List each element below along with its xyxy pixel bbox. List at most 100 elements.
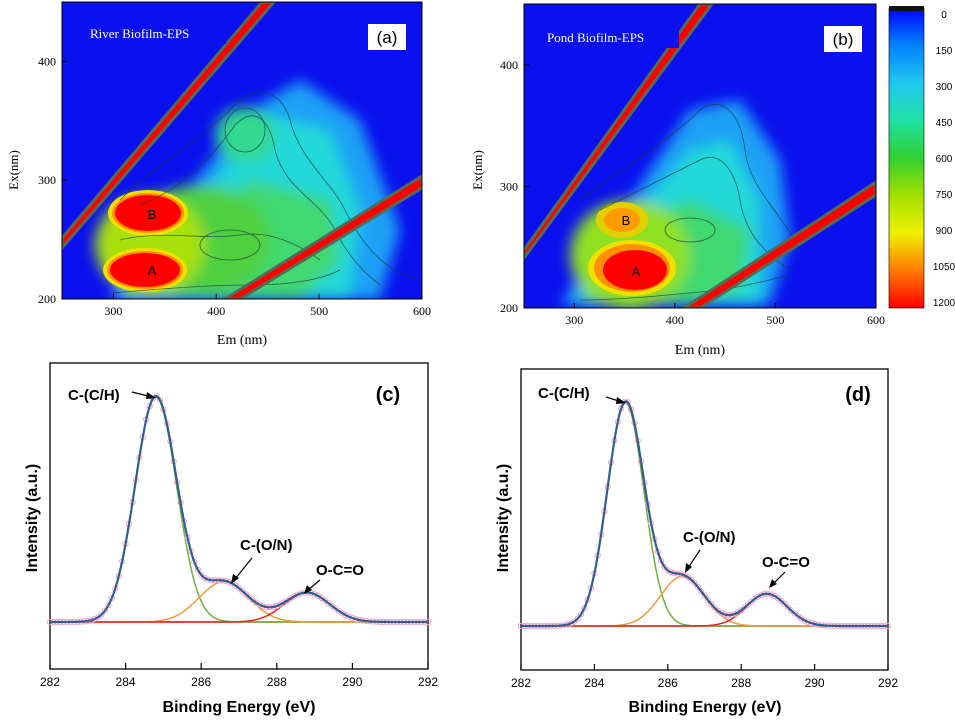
x-tick-label: 600 — [867, 313, 885, 327]
x-tick-label: 288 — [731, 676, 751, 690]
raw-data-point — [778, 597, 785, 605]
panel-b-y-ticks: 200 300 400 — [500, 58, 529, 315]
peak-label-a: A — [632, 264, 641, 279]
raw-data-point — [574, 615, 581, 622]
panel-c-x-ticks: 282 284 286 288 290 292 — [40, 663, 438, 689]
y-tick-label: 400 — [500, 58, 518, 72]
raw-data-point — [242, 591, 249, 598]
panel-c-arrowhead-cch — [146, 392, 156, 399]
x-tick-label: 600 — [413, 304, 431, 318]
colorbar-tick-label: 900 — [936, 226, 953, 237]
panel-a-heatmap — [62, 2, 422, 299]
colorbar-tick-label: 1050 — [933, 262, 955, 273]
colorbar-tick-label: 750 — [936, 190, 953, 201]
raw-data-point — [784, 604, 792, 611]
colorbar-tick-label: 150 — [936, 46, 953, 57]
colorbar-tick-label: 450 — [936, 118, 953, 129]
x-tick-label: 400 — [207, 304, 225, 318]
x-tick-label: 288 — [267, 675, 287, 689]
x-tick-label: 290 — [342, 675, 362, 689]
raw-data-point — [342, 611, 349, 619]
panel-d: 282 284 286 288 290 292 (d) C-(C/H) C-(O/N) O… — [495, 368, 898, 716]
raw-data-point — [754, 593, 762, 600]
panel-c-annotation-oco: O-C=O — [316, 562, 364, 579]
panel-d-arrowhead-oco — [769, 579, 777, 588]
panel-c: 282 284 286 288 290 292 (c) C-(C/H) C-(O/N) O… — [24, 362, 438, 716]
panel-c-ylabel: Intensity (a.u.) — [24, 464, 41, 572]
raw-data-point — [98, 611, 105, 618]
y-tick-label: 300 — [38, 173, 56, 187]
panel-c-arrowhead-con — [231, 574, 239, 584]
colorbar-ticks: 0 150 300 450 600 750 900 1050 1200 — [933, 10, 955, 309]
panel-a-y-ticks: 200 300 400 — [38, 54, 67, 306]
raw-data-point — [708, 601, 715, 608]
raw-data-point — [798, 615, 805, 622]
x-tick-label: 284 — [584, 676, 604, 690]
raw-data-point — [661, 563, 668, 571]
raw-data-point — [290, 593, 298, 600]
panel-c-xlabel: Binding Energy (eV) — [163, 699, 316, 716]
panel-a-title: River Biofilm-EPS — [90, 26, 189, 41]
raw-data-point — [694, 583, 701, 591]
raw-data-point — [781, 600, 788, 608]
panel-b-xlabel: Em (nm) — [675, 343, 725, 358]
panel-a-ylabel: Ex(nm) — [6, 150, 21, 190]
panel-d-xlabel: Binding Energy (eV) — [629, 699, 782, 716]
peak-label-a: A — [148, 263, 157, 278]
colorbar-tick-label: 300 — [936, 82, 953, 93]
panel-d-arrowhead-con — [685, 563, 692, 573]
raw-data-point — [194, 566, 201, 573]
peak-label-b: B — [622, 213, 631, 228]
y-tick-label: 400 — [38, 54, 56, 68]
raw-data-point — [704, 596, 711, 604]
panel-b-label: (b) — [833, 30, 854, 49]
raw-data-point — [280, 599, 287, 606]
panel-c-label: (c) — [376, 384, 400, 406]
x-tick-label: 286 — [191, 675, 211, 689]
panel-d-annotation-oco: O-C=O — [762, 554, 810, 571]
component-peak-line — [521, 575, 888, 627]
raw-data-point — [788, 607, 795, 614]
panel-d-annotation-cch: C-(C/H) — [538, 385, 590, 402]
panel-a-label: (a) — [377, 28, 398, 47]
envelope-fit-line — [50, 394, 428, 624]
y-tick-label: 300 — [500, 179, 518, 193]
panel-d-label: (d) — [845, 384, 871, 406]
colorbar-tick-label: 1200 — [933, 298, 955, 309]
panel-c-curves — [46, 393, 432, 626]
raw-data-point — [198, 571, 205, 578]
panel-a-xlabel: Em (nm) — [217, 333, 267, 348]
raw-data-point — [105, 602, 112, 609]
panel-a-x-ticks: 300 400 500 600 — [104, 294, 431, 318]
x-tick-label: 500 — [766, 313, 784, 327]
panel-d-arrow-con — [687, 549, 701, 569]
raw-data-point — [578, 611, 585, 618]
x-tick-label: 282 — [40, 675, 60, 689]
panel-b-x-ticks: 300 400 500 600 — [565, 303, 885, 327]
raw-data-point — [718, 609, 725, 617]
panel-b-ylabel: Ex(nm) — [470, 150, 485, 190]
y-tick-label: 200 — [500, 301, 518, 315]
raw-data-point — [201, 574, 208, 582]
x-tick-label: 292 — [878, 676, 898, 690]
panel-d-arrowhead-cch — [616, 397, 626, 404]
raw-data-point — [698, 588, 705, 595]
raw-data-point — [664, 567, 671, 574]
x-tick-label: 500 — [310, 304, 328, 318]
raw-data-point — [688, 576, 695, 583]
x-tick-label: 290 — [805, 676, 825, 690]
raw-data-point — [101, 607, 109, 614]
raw-data-point — [701, 592, 708, 599]
envelope-fit-line — [521, 399, 888, 628]
panel-d-annotation-con: C-(O/N) — [683, 529, 736, 546]
y-tick-label: 200 — [38, 292, 56, 306]
panel-d-ylabel: Intensity (a.u.) — [495, 464, 512, 572]
panel-a: B A River Biofilm-EPS (a) 300 400 500 600 2… — [6, 1, 431, 348]
colorbar-tick-label: 600 — [936, 154, 953, 165]
panel-c-annotation-con: C-(O/N) — [240, 537, 293, 554]
x-tick-label: 400 — [666, 313, 684, 327]
panel-b-heatmap — [524, 4, 876, 308]
colorbar-tick-label: 0 — [941, 10, 947, 21]
peak-label-b: B — [148, 207, 157, 222]
